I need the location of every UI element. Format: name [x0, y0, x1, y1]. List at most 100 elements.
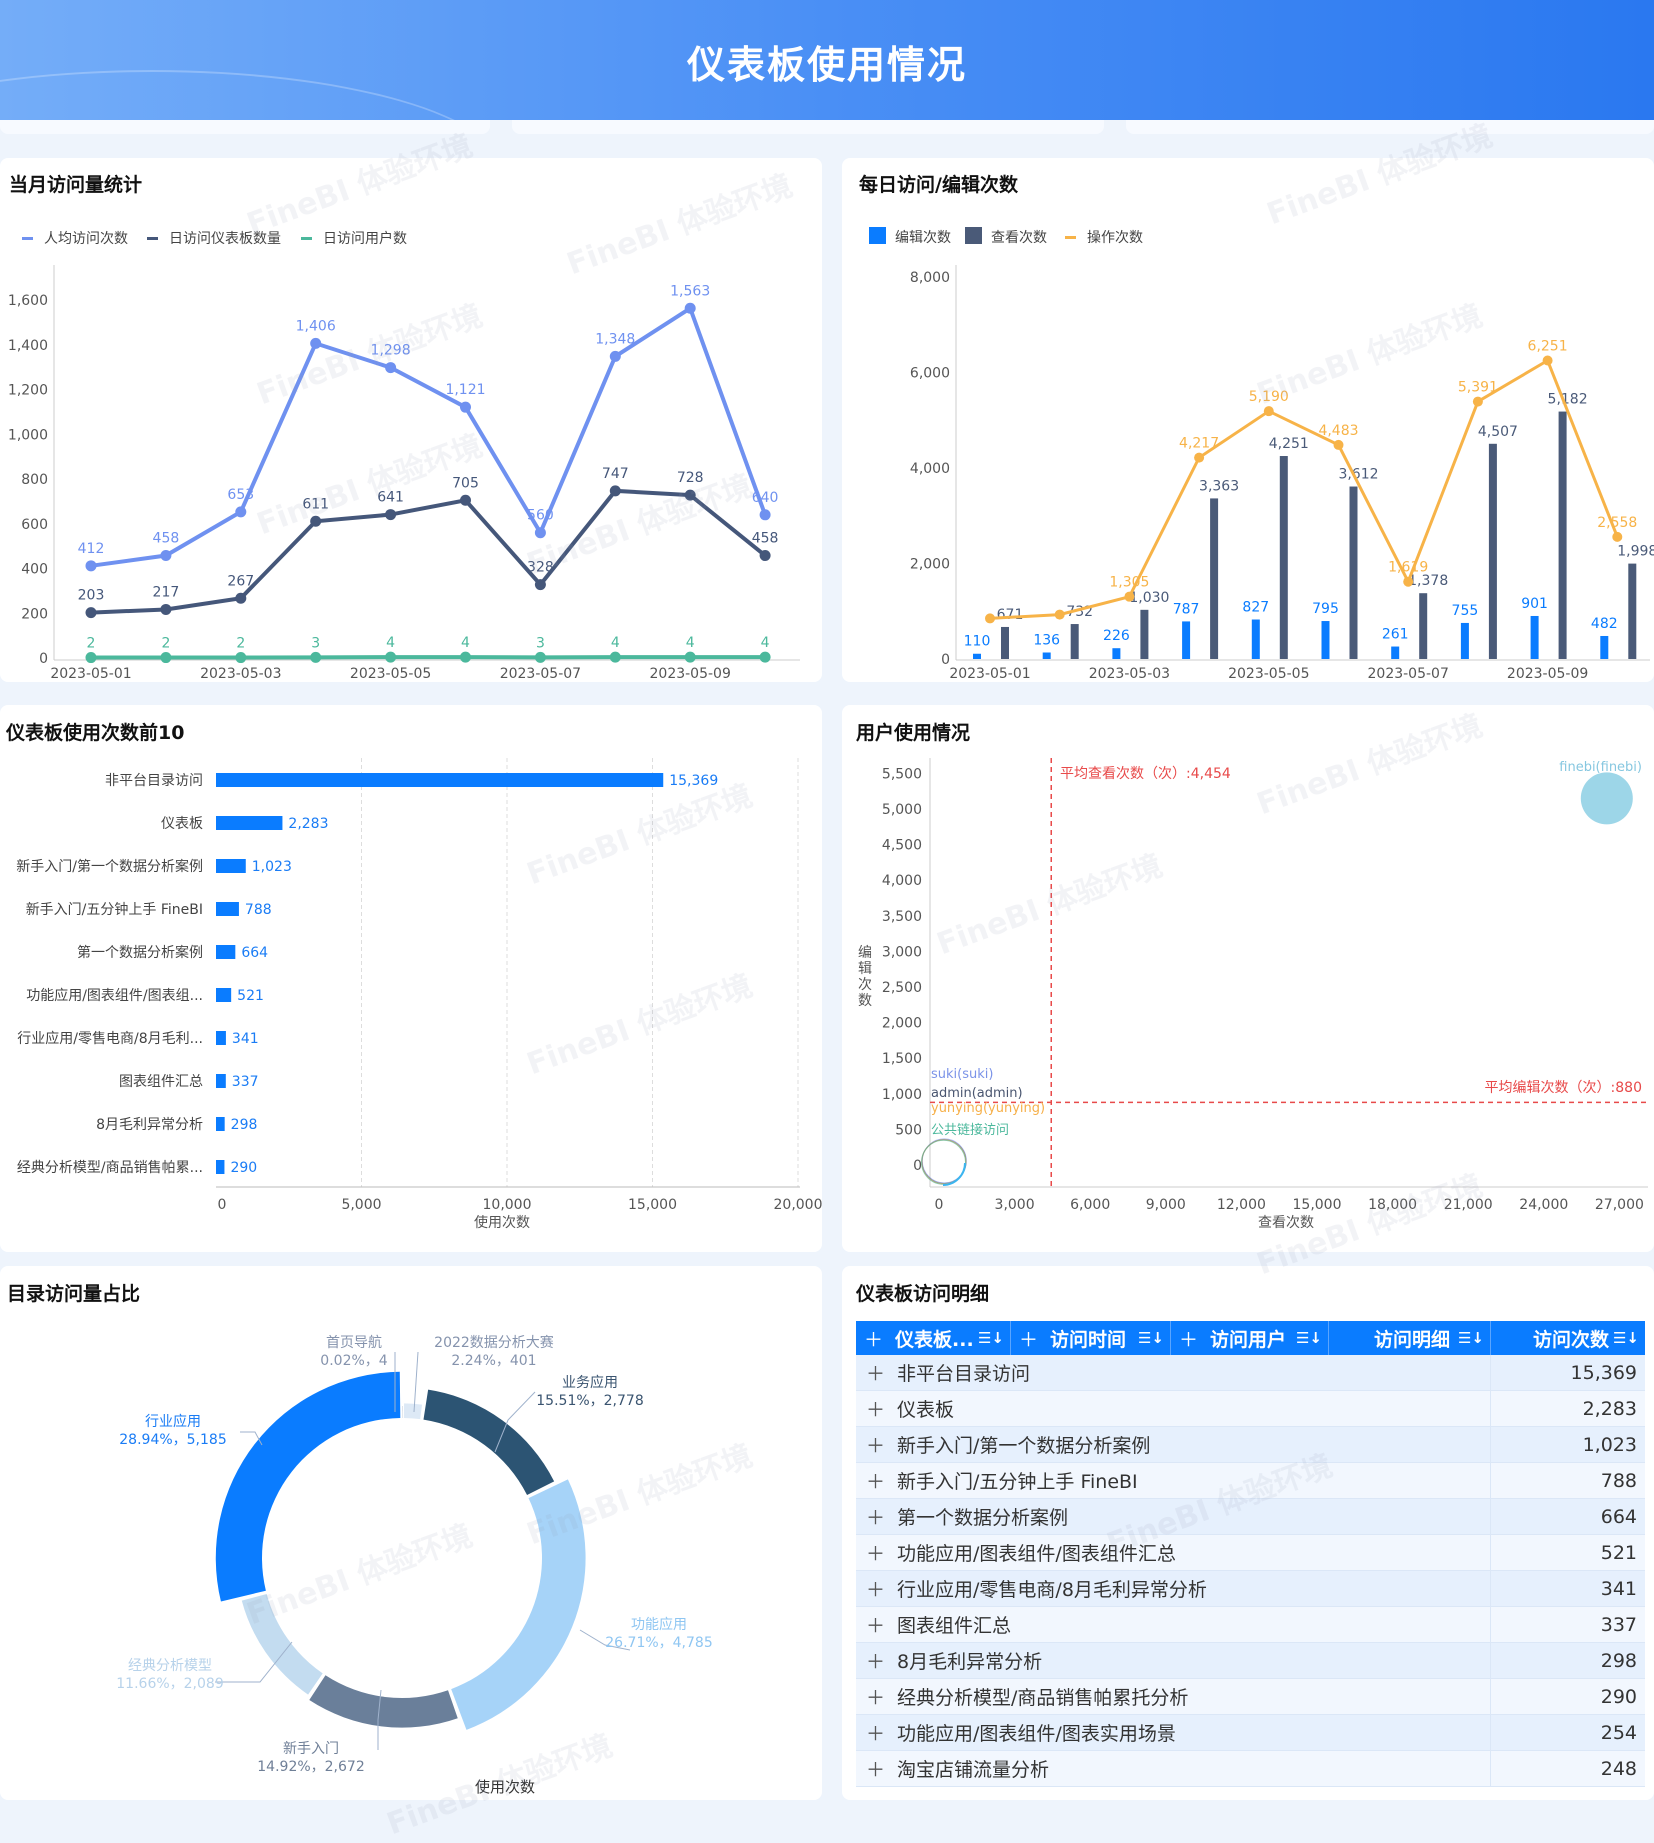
avg-view-label: 平均查看次数（次）:4,454 [1060, 763, 1231, 783]
row-name-cell: ＋8月毛利异常分析 [856, 1643, 1491, 1678]
y-tick-label: 1,400 [8, 338, 48, 354]
column-header-time[interactable]: ＋访问时间☰↓ [1011, 1321, 1171, 1355]
y-tick-label: 4,000 [910, 461, 950, 477]
column-header-user[interactable]: ＋访问用户☰↓ [1171, 1321, 1329, 1355]
data-label: 267 [227, 573, 254, 589]
expand-icon: ＋ [864, 1325, 883, 1352]
data-label: 341 [232, 1031, 259, 1047]
ops-point [1194, 453, 1204, 463]
column-header-count[interactable]: 访问次数☰↓ [1491, 1321, 1645, 1355]
expand-icon[interactable]: ＋ [866, 1575, 885, 1602]
row-count: 254 [1491, 1715, 1645, 1750]
row-count: 15,369 [1491, 1355, 1645, 1390]
sort-icon: ☰↓ [1138, 1329, 1164, 1347]
data-label: 3 [311, 635, 320, 651]
data-point [460, 402, 471, 413]
data-point [685, 303, 696, 314]
y-tick-label: 4,000 [882, 873, 922, 889]
data-label: 4,507 [1478, 424, 1518, 440]
sort-icon: ☰↓ [1296, 1329, 1322, 1347]
x-tick-label: 0 [218, 1197, 227, 1213]
ops-point [1473, 397, 1483, 407]
row-count: 521 [1491, 1535, 1645, 1570]
data-label: 728 [677, 470, 704, 486]
data-label: 290 [230, 1160, 257, 1176]
data-point [610, 485, 621, 496]
row-name: 新手入门/第一个数据分析案例 [897, 1431, 1150, 1458]
y-tick-label: 2,500 [882, 980, 922, 996]
x-tick-label: 2023-05-01 [949, 666, 1030, 682]
edit-bar [1182, 621, 1190, 659]
data-point [685, 490, 696, 501]
expand-icon[interactable]: ＋ [866, 1719, 885, 1746]
y-tick-label: 1,000 [882, 1087, 922, 1103]
data-label: 4 [686, 635, 695, 651]
data-point [160, 652, 171, 663]
data-label: 788 [245, 902, 272, 918]
expand-icon[interactable]: ＋ [866, 1683, 885, 1710]
column-header-detail[interactable]: 访问明细☰↓ [1329, 1321, 1491, 1355]
y-tick-label: 400 [21, 562, 48, 578]
data-label: 4,251 [1269, 436, 1309, 452]
category-label: 新手入门/五分钟上手 FineBI [26, 901, 203, 918]
expand-icon[interactable]: ＋ [866, 1503, 885, 1530]
pie-slice [451, 1479, 585, 1729]
y-tick-label: 5,500 [882, 766, 922, 782]
x-tick-label: 0 [935, 1197, 944, 1213]
y-tick-label: 0 [39, 651, 48, 667]
expand-icon[interactable]: ＋ [866, 1431, 885, 1458]
expand-icon[interactable]: ＋ [866, 1611, 885, 1638]
data-point [535, 652, 546, 663]
x-tick-label: 10,000 [483, 1197, 532, 1213]
x-tick-label: 3,000 [995, 1197, 1035, 1213]
expand-icon[interactable]: ＋ [866, 1467, 885, 1494]
x-tick-label: 24,000 [1519, 1197, 1568, 1213]
expand-icon[interactable]: ＋ [866, 1395, 885, 1422]
row-name-cell: ＋功能应用/图表组件/图表组件汇总 [856, 1535, 1491, 1570]
y-tick-label: 3,000 [882, 944, 922, 960]
data-label: 1,023 [252, 859, 292, 875]
expand-icon[interactable]: ＋ [866, 1539, 885, 1566]
y-tick-label: 2,000 [882, 1016, 922, 1032]
series-line [91, 491, 765, 613]
x-tick-label: 2023-05-03 [1089, 666, 1170, 682]
view-bar [1001, 627, 1009, 659]
y-tick-label: 1,600 [8, 293, 48, 309]
x-tick-label: 15,000 [628, 1197, 677, 1213]
data-point [385, 362, 396, 373]
expand-icon[interactable]: ＋ [866, 1359, 885, 1386]
data-point [385, 509, 396, 520]
ops-point [985, 613, 995, 623]
pie-slice [404, 1403, 422, 1419]
y-tick-label: 4,500 [882, 838, 922, 854]
row-name-cell: ＋淘宝店铺流量分析 [856, 1751, 1491, 1786]
x-tick-label: 18,000 [1368, 1197, 1417, 1213]
expand-icon[interactable]: ＋ [866, 1647, 885, 1674]
data-point [235, 652, 246, 663]
y-tick-label: 2,000 [910, 557, 950, 573]
column-header-dashboard[interactable]: ＋仪表板...☰↓ [856, 1321, 1011, 1355]
data-label: 5,190 [1249, 389, 1289, 405]
pie-slice [309, 1675, 457, 1727]
pie-slice [216, 1372, 401, 1602]
data-point [385, 652, 396, 663]
x-tick-label: 2023-05-01 [50, 666, 131, 682]
data-label: 2,558 [1597, 515, 1637, 531]
data-label: 3,612 [1338, 467, 1378, 483]
data-label: 4 [461, 635, 470, 651]
expand-icon[interactable]: ＋ [866, 1755, 885, 1782]
data-label: 5,182 [1548, 392, 1588, 408]
edit-bar [1461, 623, 1469, 659]
